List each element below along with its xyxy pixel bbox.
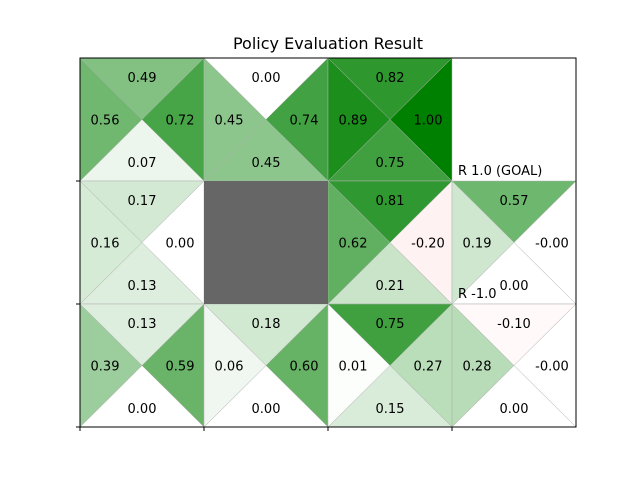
q-value-label-r0c2-left: 0.89 [339,114,368,129]
q-triangle-r1c3-left [451,180,515,305]
q-value-label-r2c0-left: 0.39 [91,360,120,375]
q-value-label-r2c0-up: 0.13 [128,317,157,332]
q-value-label-r2c1-right: 0.60 [290,360,319,375]
q-value-label-r0c0-up: 0.49 [128,71,157,86]
q-value-label-r0c2-down: 0.75 [376,156,405,171]
q-value-label-r2c3-up: -0.10 [497,317,531,332]
q-value-label-r2c1-up: 0.18 [252,317,281,332]
q-triangle-r0c2-left [327,57,391,182]
q-value-label-r1c0-right: 0.00 [166,237,195,252]
q-value-label-r0c0-left: 0.56 [91,114,120,129]
q-value-label-r0c0-down: 0.07 [128,156,157,171]
q-value-label-r1c2-right: -0.20 [411,237,445,252]
q-value-label-r0c0-right: 0.72 [166,114,195,129]
q-value-label-r2c2-down: 0.15 [376,402,405,417]
q-triangle-r2c1-left [203,303,267,428]
q-value-label-r0c1-up: 0.00 [252,71,281,86]
q-value-label-r1c3-up: 0.57 [500,194,529,209]
chart-title: Policy Evaluation Result [233,34,423,53]
q-value-label-r0c2-right: 1.00 [414,114,443,129]
q-triangle-r2c2-left [327,303,391,428]
q-triangle-r2c3-left [451,303,515,428]
terminal-label: R 1.0 (GOAL) [458,164,542,179]
q-value-label-r2c0-down: 0.00 [128,402,157,417]
q-value-label-r1c2-down: 0.21 [376,279,405,294]
q-value-label-r1c0-left: 0.16 [91,237,120,252]
grid-cells [79,57,577,428]
q-value-label-r2c3-left: 0.28 [463,360,492,375]
q-value-label-r0c1-down: 0.45 [252,156,281,171]
q-value-label-r0c2-up: 0.82 [376,71,405,86]
q-value-label-r1c0-up: 0.17 [128,194,157,209]
plot-frame [76,57,577,431]
q-value-label-r2c2-left: 0.01 [339,360,368,375]
q-value-label-r1c0-down: 0.13 [128,279,157,294]
q-value-label-r1c2-left: 0.62 [339,237,368,252]
q-value-label-r1c3-left: 0.19 [463,237,492,252]
q-value-label-r1c3-down: 0.00 [500,279,529,294]
terminal-label: R -1.0 [458,287,497,302]
value-labels: 0.49 0.72 0.07 0.56 0.00 0.74 0.45 0.45 0.82 1.00… [91,71,569,417]
q-value-label-r2c2-up: 0.75 [376,317,405,332]
q-value-label-r2c1-left: 0.06 [215,360,244,375]
q-value-label-r1c3-right: -0.00 [535,237,569,252]
q-value-label-r2c1-down: 0.00 [252,402,281,417]
q-value-label-r2c0-right: 0.59 [166,360,195,375]
q-value-label-r1c2-up: 0.81 [376,194,405,209]
q-value-label-r2c3-right: -0.00 [535,360,569,375]
q-triangle-r0c1-left [203,57,267,182]
q-value-label-r2c2-right: 0.27 [414,360,443,375]
q-value-label-r0c1-left: 0.45 [215,114,244,129]
q-value-label-r2c3-down: 0.00 [500,402,529,417]
q-value-label-r0c1-right: 0.74 [290,114,319,129]
wall-cell [204,181,328,304]
